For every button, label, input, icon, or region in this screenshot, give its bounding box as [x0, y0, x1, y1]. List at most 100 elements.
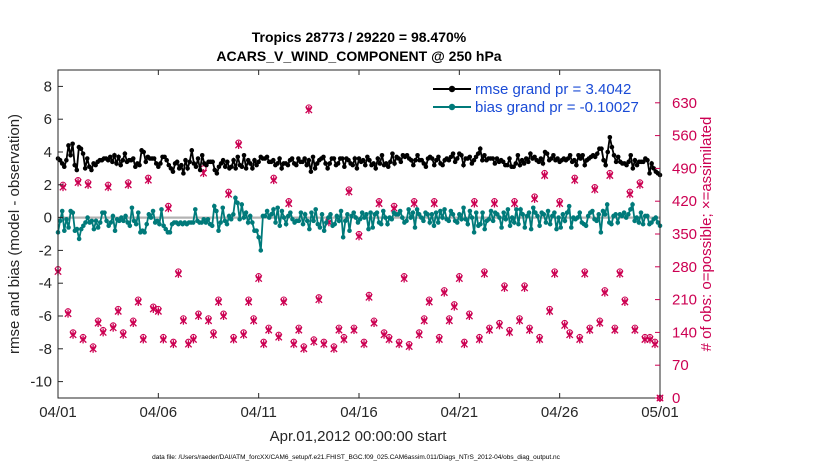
y-right-tick-label: 490: [672, 160, 697, 177]
bias-point: [499, 225, 504, 230]
y-left-tick-label: 0: [44, 210, 52, 227]
obs-assimilated-marker: [310, 337, 318, 346]
bias-point: [78, 226, 84, 232]
y-right-tick-label: 210: [672, 292, 697, 309]
y-right-tick-label: 70: [672, 357, 689, 374]
bias-point: [370, 225, 376, 230]
legend-rmse-marker: [448, 85, 456, 93]
obs-assimilated-marker: [505, 328, 514, 337]
y-right-tick-label: 140: [672, 324, 697, 341]
obs-assimilated-marker: [350, 326, 358, 335]
bias-point: [609, 221, 614, 227]
rmse-point: [373, 166, 379, 171]
rmse-point: [362, 162, 368, 168]
bias-point: [323, 220, 329, 225]
obs-assimilated-marker: [275, 333, 283, 342]
rmse-point: [191, 161, 197, 166]
rmse-point: [611, 152, 617, 158]
bias-point: [83, 220, 88, 225]
rmse-point: [250, 166, 255, 171]
bias-point: [235, 200, 240, 206]
rmse-point: [270, 157, 276, 163]
rmse-point: [323, 161, 328, 166]
bias-point: [619, 213, 625, 219]
bias-point: [577, 210, 583, 215]
rmse-point: [105, 157, 111, 163]
rmse-point: [482, 152, 487, 158]
bias-point: [649, 220, 654, 225]
rmse-point: [434, 157, 439, 163]
y-right-tick-label: 0: [672, 390, 680, 407]
bias-point: [653, 215, 659, 220]
bias-point: [431, 223, 437, 229]
obs-assimilated-marker: [556, 199, 564, 208]
rmse-point: [390, 151, 395, 156]
bias-point: [562, 218, 568, 224]
obs-assimilated-marker: [134, 297, 142, 306]
bias-point: [596, 212, 602, 217]
footer-data-file: data file: /Users/raeder/DAI/ATM_forcXX/…: [152, 454, 561, 461]
obs-assimilated-marker: [234, 140, 243, 149]
bias-point: [203, 220, 209, 225]
rmse-point: [181, 171, 186, 176]
rmse-point: [523, 156, 529, 161]
bias-point: [478, 221, 483, 227]
rmse-point: [107, 154, 113, 160]
bias-point: [590, 208, 595, 214]
x-tick-label: 04/06: [140, 404, 178, 421]
rmse-point: [419, 157, 425, 163]
obs-assimilated-marker: [601, 288, 609, 297]
obs-assimilated-marker: [79, 335, 87, 344]
rmse-point: [310, 154, 316, 160]
bias-point: [374, 210, 380, 215]
legend: rmse grand pr = 3.4042 bias grand pr = -…: [433, 81, 639, 116]
bias-point: [549, 213, 555, 219]
rmse-point: [415, 152, 420, 158]
rmse-point: [116, 154, 121, 160]
bias-point: [97, 220, 103, 225]
rmse-point: [64, 157, 69, 163]
rmse-point: [87, 164, 92, 170]
bias-point: [604, 202, 610, 207]
y-axis-left-label: rmse and bias (model - observation): [6, 114, 23, 354]
bias-point: [638, 210, 644, 215]
y-left-tick-label: 8: [44, 78, 52, 95]
rmse-point: [469, 161, 475, 166]
bias-point: [163, 226, 169, 232]
rmse-point: [170, 169, 176, 174]
obs-assimilated-marker: [204, 316, 213, 325]
rmse-point: [549, 156, 554, 161]
bias-point: [575, 215, 580, 220]
rmse-point: [300, 159, 305, 165]
obs-assimilated-marker: [330, 344, 338, 353]
rmse-point: [440, 162, 445, 168]
obs-assimilated-marker: [94, 319, 102, 328]
bias-point: [311, 218, 316, 224]
rmse-point: [296, 156, 301, 161]
rmse-point: [404, 152, 410, 158]
obs-assimilated-marker: [566, 330, 574, 339]
bias-point: [239, 202, 245, 207]
bias-point: [507, 223, 513, 229]
rmse-point: [143, 159, 149, 165]
rmse-point: [57, 157, 63, 163]
rmse-point: [327, 161, 333, 166]
bias-point: [482, 226, 487, 232]
bias-point: [440, 215, 445, 220]
bias-point: [412, 225, 418, 230]
y-left-tick-label: 2: [44, 177, 52, 194]
bias-point: [144, 221, 150, 227]
y-left-tick-label: -6: [39, 308, 52, 325]
obs-assimilated-marker: [621, 297, 629, 306]
rmse-point: [293, 162, 299, 168]
legend-rmse-label: rmse grand pr = 3.4042: [475, 81, 631, 98]
bias-point: [135, 210, 141, 215]
obs-assimilated-marker: [385, 335, 393, 344]
obs-assimilated-marker: [611, 326, 619, 335]
obs-assimilated-marker: [239, 330, 248, 339]
obs-assimilated-marker: [375, 199, 383, 208]
obs-assimilated-marker: [460, 340, 469, 349]
rmse-point: [245, 157, 251, 163]
y-right-tick-label: 560: [672, 128, 697, 145]
bias-point: [380, 208, 386, 214]
